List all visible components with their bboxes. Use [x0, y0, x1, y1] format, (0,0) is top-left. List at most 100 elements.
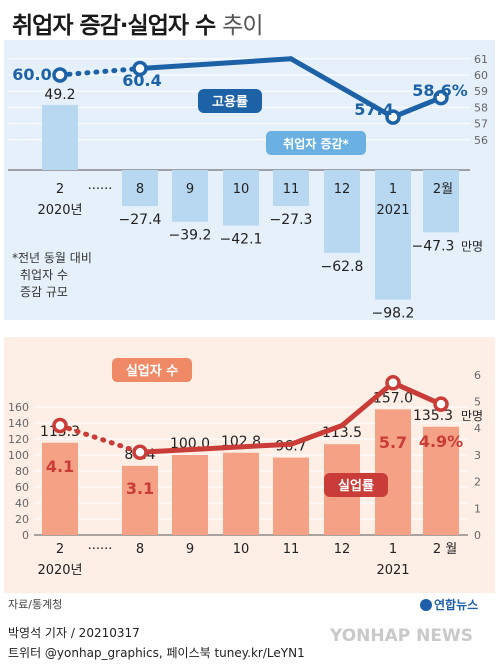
- employment-rate-line-segment: [137, 56, 294, 72]
- top-gap-marker: ······: [88, 182, 113, 197]
- top-x-tick-label: 1: [389, 182, 397, 197]
- employment-rate-point: [433, 89, 449, 106]
- top-footnote-line: 취업자 수: [20, 268, 68, 282]
- employment-rate-label: 58.6%: [412, 81, 468, 100]
- employment-change-bar: [42, 105, 78, 170]
- unemployment-rate-legend-label: 실업률: [338, 478, 374, 494]
- employment-rate-point: [132, 60, 148, 77]
- credit-social: 트위터 @yonhap_graphics, 페이스북 tuney.kr/LeYN…: [8, 646, 305, 660]
- bottom-x-tick-label: 2 월: [433, 542, 457, 557]
- top-right-tick-label: 59: [474, 85, 488, 98]
- employment-rate-label: 57.4: [354, 100, 393, 119]
- unemployed-label: 135.3: [413, 408, 453, 424]
- bottom-x-tick-label: 8: [136, 542, 144, 557]
- page-title: 취업자 증감·실업자 수 추이: [12, 6, 264, 40]
- unemployment-rate-line-segment: [288, 423, 345, 447]
- unemployed-bar: [223, 452, 259, 535]
- bottom-right-tick-label: 4: [474, 422, 481, 435]
- bottom-left-tick-label: 100: [8, 449, 29, 462]
- bottom-left-tick-label: 160: [8, 401, 29, 414]
- top-right-tick-label: 57: [474, 118, 488, 131]
- top-x-tick-label: 10: [233, 182, 250, 197]
- unemployment-rate-label: 3.1: [126, 479, 154, 498]
- employment-change-bar: [375, 170, 411, 300]
- employment-change-label: −39.2: [169, 228, 212, 244]
- top-right-tick-label: 60: [474, 69, 488, 82]
- unemployed-bar: [42, 442, 78, 535]
- unemployed-legend-label: 실업자 수: [126, 363, 178, 379]
- bottom-left-tick-label: 20: [15, 513, 29, 526]
- bottom-left-tick-label: 40: [15, 497, 29, 510]
- title-sub: 추이: [222, 13, 263, 39]
- unit-label: 만명: [461, 239, 483, 253]
- employment-change-label: −98.2: [372, 306, 415, 322]
- unemployment-rate-line-segment: [137, 441, 294, 455]
- bottom-year-label: 2020년: [37, 563, 82, 578]
- top-footnote-line: *전년 동월 대비: [12, 251, 92, 265]
- employment-change-bar: [273, 170, 309, 207]
- unemployment-rate-legend-pill: [324, 473, 388, 497]
- unemployed-bar: [375, 409, 411, 535]
- unit-label: 만명: [461, 409, 483, 423]
- source-label: 자료/통계청: [8, 598, 63, 611]
- unemployment-rate-line-segment: [339, 380, 396, 429]
- top-right-tick-label: 58: [474, 101, 488, 114]
- agency-logo-icon: [420, 599, 432, 611]
- bottom-left-tick-label: 0: [22, 529, 29, 542]
- top-x-tick-label: 12: [334, 182, 351, 197]
- unemployment-rate-label: 4.9%: [419, 432, 463, 451]
- top-footnote-line: 증감 규모: [20, 285, 68, 299]
- bottom-left-tick-label: 80: [15, 465, 29, 478]
- unemployed-bar: [273, 457, 309, 535]
- employment-change-bar: [223, 170, 259, 226]
- bottom-right-tick-label: 3: [474, 449, 481, 462]
- top-chart: 49.2 −27.4 −39.2 −42.1 −27.3 −62.8 −98.2 −47.3 만…: [12, 56, 483, 322]
- title-main: 취업자 증감·실업자 수: [12, 13, 216, 39]
- top-x-tick-label: 11: [283, 182, 300, 197]
- agency-name: 연합뉴스: [434, 598, 479, 612]
- bottom-right-tick-label: 5: [474, 396, 481, 409]
- bottom-x-tick-label: 10: [233, 542, 250, 557]
- top-right-tick-label: 56: [474, 134, 488, 147]
- employment-change-label: −27.3: [270, 212, 313, 228]
- top-x-tick-label: 2: [56, 182, 64, 197]
- employment-change-bar: [423, 170, 459, 233]
- top-x-tick-label: 9: [186, 182, 194, 197]
- employment-change-label: −47.3: [412, 238, 455, 254]
- unemployment-rate-point: [132, 444, 148, 460]
- watermark: YONHAP NEWS: [330, 626, 473, 646]
- employment-rate-point: [52, 67, 68, 83]
- employment-change-bar: [324, 170, 360, 253]
- top-x-tick-label: 2월: [433, 182, 453, 197]
- employment-rate-line-segment: [288, 56, 396, 120]
- employment-rate-label: 60.0: [12, 65, 51, 84]
- unemployment-rate-point: [433, 396, 449, 412]
- employment-change-legend-label: 취업자 증감*: [283, 136, 349, 151]
- unemployed-bar: [172, 455, 208, 535]
- bottom-left-tick-label: 60: [15, 481, 29, 494]
- bottom-year-label: 2021: [376, 563, 409, 578]
- employment-rate-legend-label: 고용률: [212, 94, 248, 110]
- bottom-x-tick-label: 1: [389, 542, 397, 557]
- unemployed-bar: [122, 465, 158, 535]
- employment-change-bar: [172, 170, 208, 222]
- unemployment-rate-point: [385, 375, 401, 391]
- employment-change-label: −62.8: [321, 259, 364, 275]
- bottom-x-tick-label: 9: [186, 542, 194, 557]
- unemployment-rate-point: [52, 417, 68, 434]
- employment-rate-line-segment: [390, 95, 444, 120]
- bottom-left-tick-label: 120: [8, 433, 29, 446]
- bottom-chart: 115.386.4100.0102.896.7113.5157.0135.3만명…: [37, 358, 483, 578]
- bottom-right-tick-label: 6: [474, 369, 481, 382]
- top-right-tick-label: 61: [474, 53, 488, 66]
- top-year-label: 2021: [376, 203, 409, 218]
- unemployment-rate-line-segment: [57, 423, 143, 455]
- bottom-gap-marker: ······: [88, 542, 113, 557]
- bottom-x-tick-label: 2: [56, 542, 64, 557]
- unemployment-rate-line-segment: [390, 380, 444, 407]
- bottom-right-tick-label: 0: [474, 529, 481, 542]
- employment-change-label: 49.2: [44, 87, 75, 103]
- unemployment-rate-label: 5.7: [379, 433, 407, 452]
- footer: 자료/통계청 연합뉴스 박영석 기자 / 20210317 트위터 @yonha…: [0, 596, 499, 669]
